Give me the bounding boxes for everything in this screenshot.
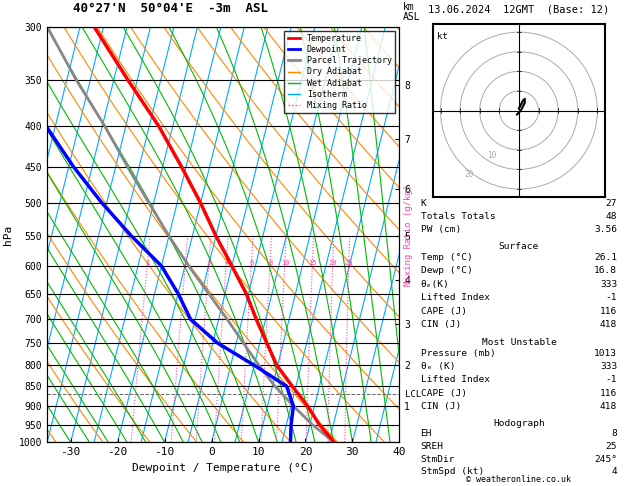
Text: Lifted Index: Lifted Index <box>421 375 489 384</box>
Text: 8: 8 <box>611 430 617 438</box>
Text: © weatheronline.co.uk: © weatheronline.co.uk <box>467 474 571 484</box>
Text: -1: -1 <box>606 375 617 384</box>
Text: 4: 4 <box>611 468 617 476</box>
Text: 116: 116 <box>600 307 617 316</box>
Text: Temp (°C): Temp (°C) <box>421 253 472 261</box>
Text: 245°: 245° <box>594 455 617 464</box>
Y-axis label: hPa: hPa <box>3 225 13 244</box>
Text: PW (cm): PW (cm) <box>421 225 461 234</box>
X-axis label: Dewpoint / Temperature (°C): Dewpoint / Temperature (°C) <box>132 463 314 473</box>
Text: 3: 3 <box>207 260 211 266</box>
Text: EH: EH <box>421 430 432 438</box>
Text: 27: 27 <box>606 199 617 208</box>
Text: 418: 418 <box>600 402 617 411</box>
Text: CAPE (J): CAPE (J) <box>421 389 467 398</box>
Text: CIN (J): CIN (J) <box>421 402 461 411</box>
Text: 2: 2 <box>184 260 188 266</box>
Text: Surface: Surface <box>499 242 539 251</box>
Text: Pressure (mb): Pressure (mb) <box>421 348 495 358</box>
Text: Most Unstable: Most Unstable <box>482 338 556 347</box>
Text: 25: 25 <box>606 442 617 451</box>
Text: 26.1: 26.1 <box>594 253 617 261</box>
Text: kt: kt <box>437 32 447 41</box>
Text: Dewp (°C): Dewp (°C) <box>421 266 472 275</box>
Text: 6: 6 <box>250 260 253 266</box>
Text: 16.8: 16.8 <box>594 266 617 275</box>
Text: θₑ (K): θₑ (K) <box>421 362 455 371</box>
Text: -1: -1 <box>606 294 617 302</box>
Text: 3.56: 3.56 <box>594 225 617 234</box>
Text: 1: 1 <box>145 260 150 266</box>
Text: Hodograph: Hodograph <box>493 419 545 428</box>
Text: StmSpd (kt): StmSpd (kt) <box>421 468 484 476</box>
Text: 40°27'N  50°04'E  -3m  ASL: 40°27'N 50°04'E -3m ASL <box>73 1 268 15</box>
Text: CIN (J): CIN (J) <box>421 320 461 330</box>
Text: 20: 20 <box>464 170 473 179</box>
Text: K: K <box>421 199 426 208</box>
Text: 20: 20 <box>328 260 337 266</box>
Text: Mixing Ratio (g/kg): Mixing Ratio (g/kg) <box>404 183 413 286</box>
Text: 13.06.2024  12GMT  (Base: 12): 13.06.2024 12GMT (Base: 12) <box>428 4 610 15</box>
Text: Totals Totals: Totals Totals <box>421 211 495 221</box>
Text: CAPE (J): CAPE (J) <box>421 307 467 316</box>
Text: 4: 4 <box>225 260 228 266</box>
Text: Lifted Index: Lifted Index <box>421 294 489 302</box>
Legend: Temperature, Dewpoint, Parcel Trajectory, Dry Adiabat, Wet Adiabat, Isotherm, Mi: Temperature, Dewpoint, Parcel Trajectory… <box>284 31 395 113</box>
Text: 10: 10 <box>487 151 497 159</box>
Text: 116: 116 <box>600 389 617 398</box>
Text: 48: 48 <box>606 211 617 221</box>
Text: 1013: 1013 <box>594 348 617 358</box>
Text: 333: 333 <box>600 362 617 371</box>
Text: 8: 8 <box>268 260 272 266</box>
Text: 333: 333 <box>600 280 617 289</box>
Text: km
ASL: km ASL <box>403 2 420 22</box>
Text: 25: 25 <box>345 260 353 266</box>
Text: θₑ(K): θₑ(K) <box>421 280 449 289</box>
Text: SREH: SREH <box>421 442 443 451</box>
Text: 418: 418 <box>600 320 617 330</box>
Text: 10: 10 <box>281 260 289 266</box>
Text: 15: 15 <box>308 260 317 266</box>
Text: StmDir: StmDir <box>421 455 455 464</box>
Text: LCL: LCL <box>405 390 421 399</box>
